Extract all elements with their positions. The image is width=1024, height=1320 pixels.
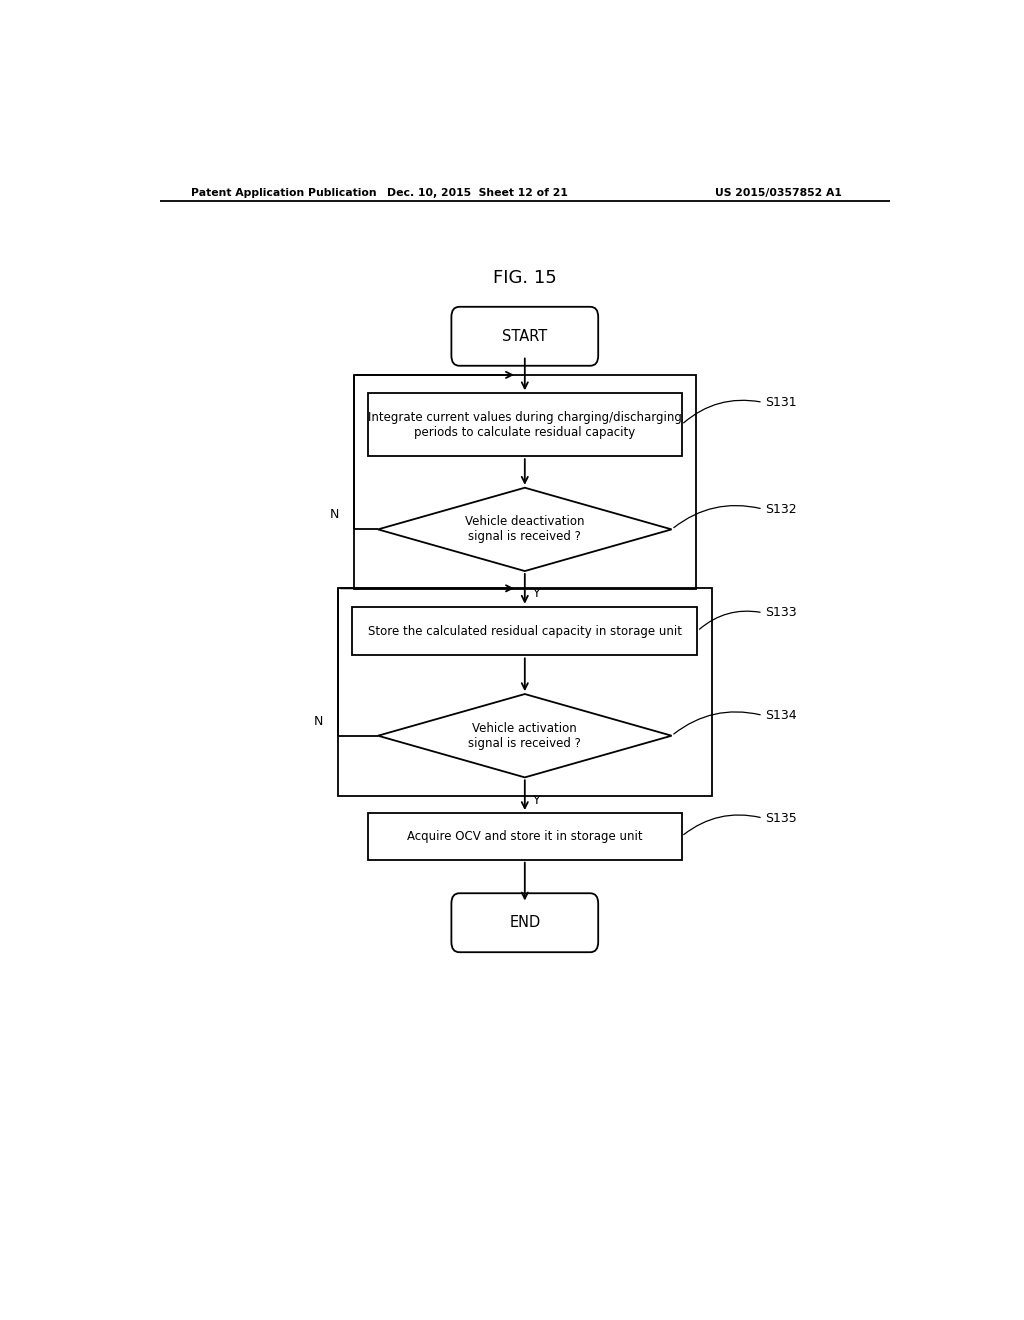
Text: S135: S135 xyxy=(765,812,797,825)
Text: Dec. 10, 2015  Sheet 12 of 21: Dec. 10, 2015 Sheet 12 of 21 xyxy=(387,187,567,198)
Polygon shape xyxy=(378,694,672,777)
Text: Vehicle deactivation
signal is received ?: Vehicle deactivation signal is received … xyxy=(465,515,585,544)
Text: Integrate current values during charging/discharging
periods to calculate residu: Integrate current values during charging… xyxy=(368,411,682,438)
Text: START: START xyxy=(502,329,548,343)
Bar xyxy=(353,375,696,589)
Bar xyxy=(368,393,682,457)
FancyBboxPatch shape xyxy=(452,894,598,952)
Text: Y: Y xyxy=(532,587,541,601)
Bar xyxy=(338,589,712,796)
Bar xyxy=(352,607,697,656)
Text: US 2015/0357852 A1: US 2015/0357852 A1 xyxy=(716,187,842,198)
Text: Y: Y xyxy=(532,793,541,807)
Text: Vehicle activation
signal is received ?: Vehicle activation signal is received ? xyxy=(468,722,582,750)
Text: FIG. 15: FIG. 15 xyxy=(493,269,557,288)
Text: S134: S134 xyxy=(765,709,797,722)
Text: END: END xyxy=(509,915,541,931)
Bar xyxy=(368,813,682,859)
Text: S132: S132 xyxy=(765,503,797,516)
Text: N: N xyxy=(330,508,340,521)
Text: S131: S131 xyxy=(765,396,797,409)
Text: N: N xyxy=(314,714,324,727)
Text: Store the calculated residual capacity in storage unit: Store the calculated residual capacity i… xyxy=(368,624,682,638)
FancyBboxPatch shape xyxy=(452,306,598,366)
Text: Acquire OCV and store it in storage unit: Acquire OCV and store it in storage unit xyxy=(407,830,643,843)
Text: Patent Application Publication: Patent Application Publication xyxy=(191,187,377,198)
Polygon shape xyxy=(378,487,672,572)
Text: S133: S133 xyxy=(765,606,797,619)
